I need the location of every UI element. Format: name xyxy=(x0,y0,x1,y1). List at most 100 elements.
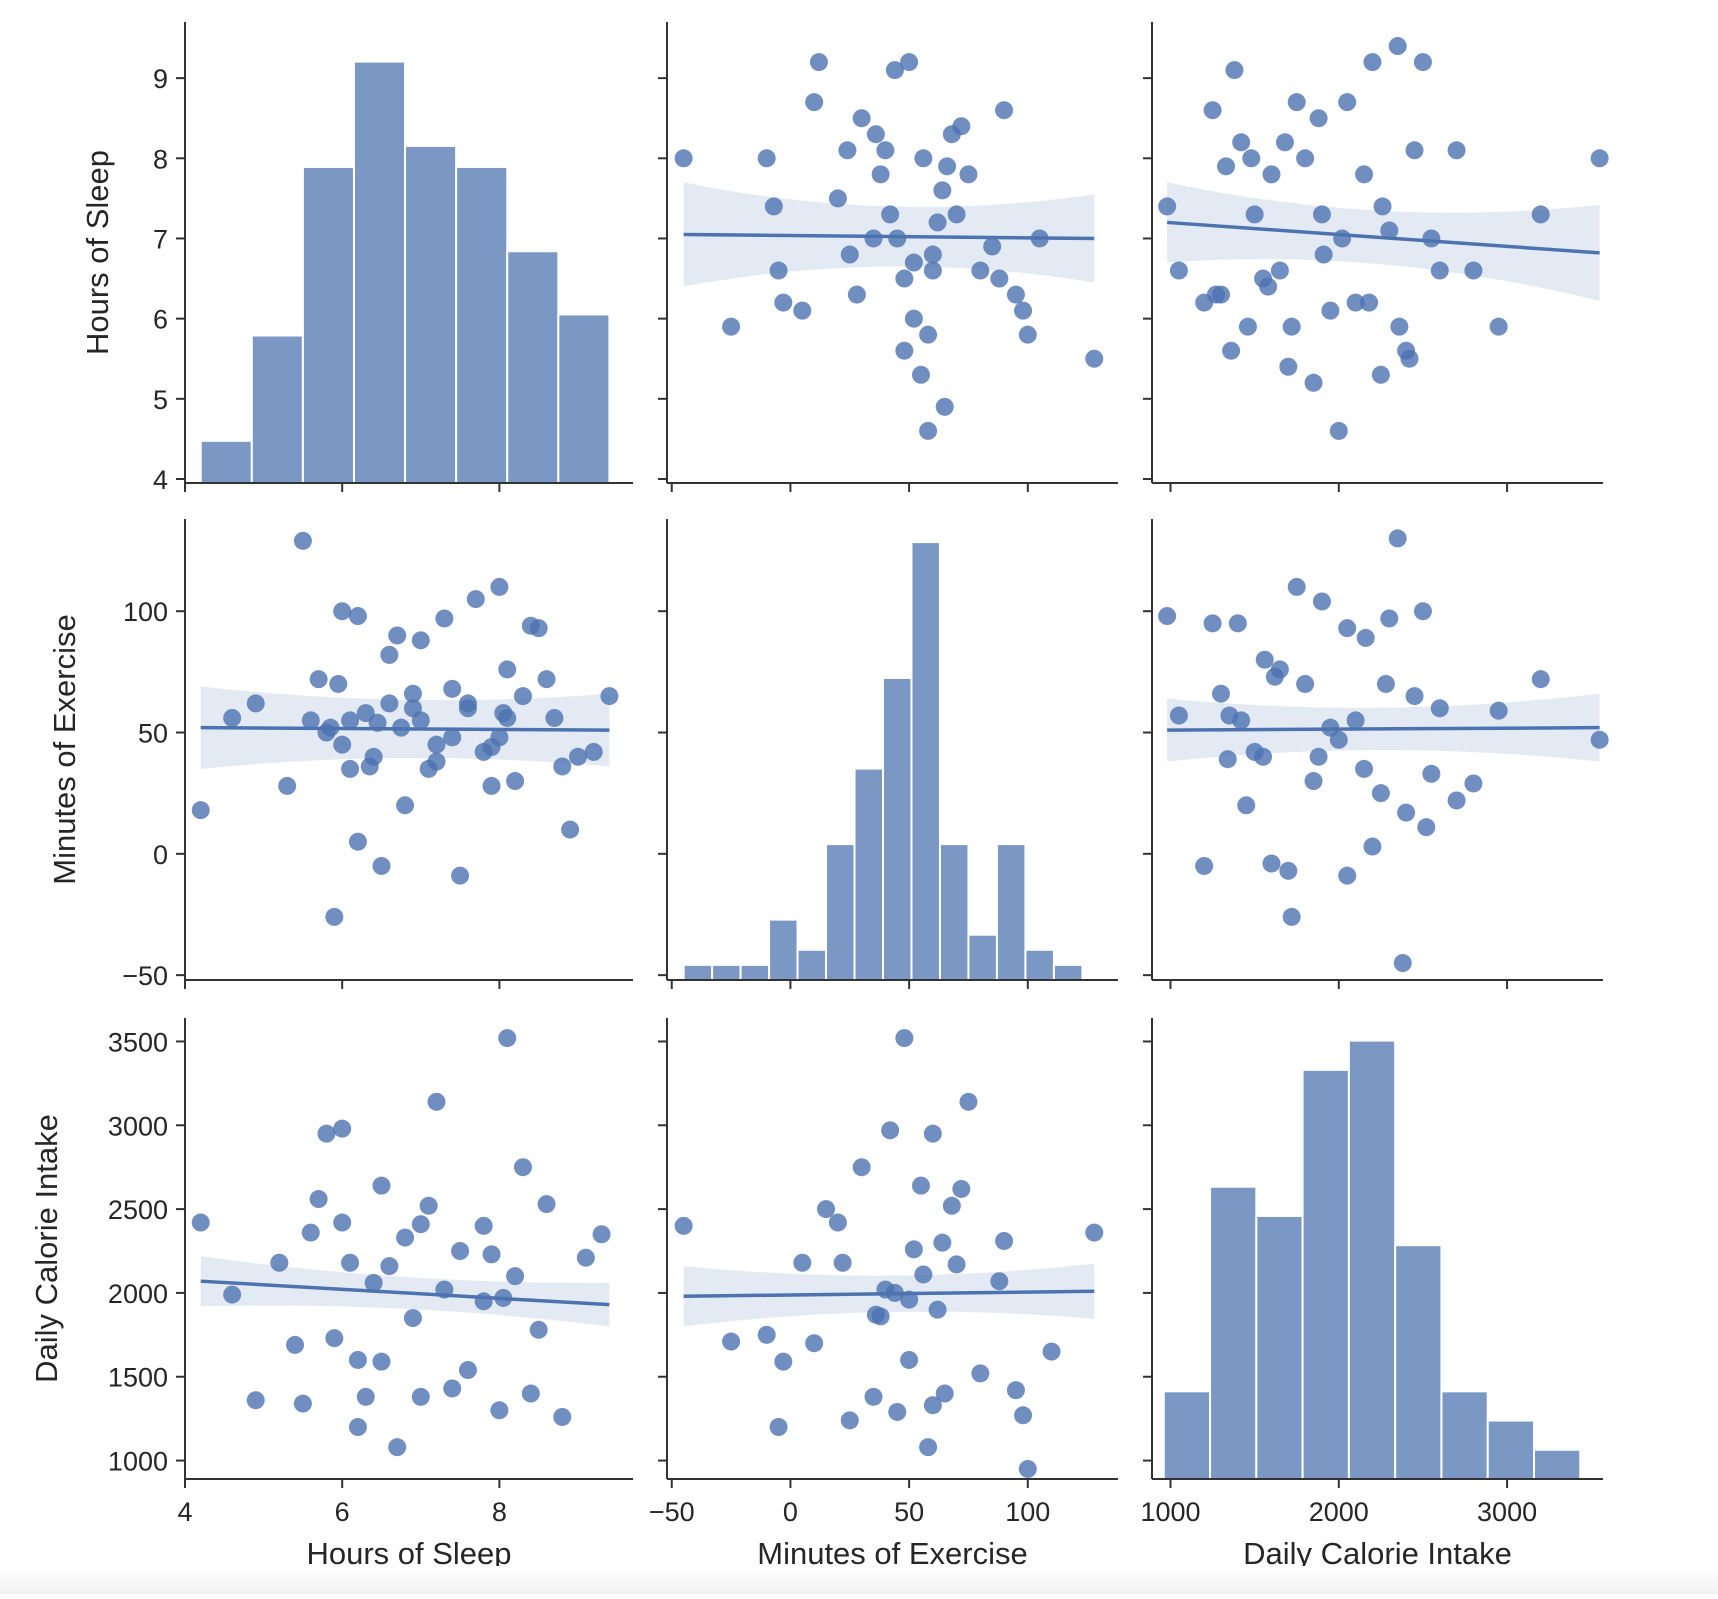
scatter-point xyxy=(805,93,824,112)
scatter-point xyxy=(809,53,828,72)
y-axis-label: Minutes of Exercise xyxy=(47,614,82,885)
panel-r0-c0: 4 5 6 7 8 9 xyxy=(153,22,633,495)
histogram-bar xyxy=(768,918,799,981)
scatter-point xyxy=(458,694,477,713)
histogram-bar xyxy=(404,144,458,484)
scatter-point xyxy=(990,1272,1009,1291)
y-tick-label: 9 xyxy=(153,64,168,94)
scatter-point xyxy=(482,738,501,757)
regression-line xyxy=(683,1289,1095,1299)
scatter-point xyxy=(1380,221,1399,240)
scatter-point xyxy=(938,157,957,176)
scatter-point xyxy=(490,577,509,596)
histogram-bar xyxy=(967,933,998,982)
panel-r2-c2: 1000 2000 3000 xyxy=(1140,1018,1603,1527)
scatter-point xyxy=(1314,245,1333,264)
scatter-point xyxy=(521,1384,540,1403)
scatter-point xyxy=(1422,229,1441,248)
scatter-point xyxy=(529,619,548,638)
scatter-point xyxy=(947,205,966,224)
scatter-point xyxy=(1338,619,1357,638)
scatter-point xyxy=(553,757,572,776)
scatter-point xyxy=(360,757,379,776)
scatter-point xyxy=(1376,674,1395,693)
scatter-point xyxy=(270,1253,289,1272)
scatter-point xyxy=(223,1285,242,1304)
scatter-point xyxy=(774,293,793,312)
scatter-point xyxy=(348,1350,367,1369)
scatter-point xyxy=(309,1190,328,1209)
scatter-point xyxy=(592,1225,611,1244)
y-tick-label: 1000 xyxy=(108,1447,168,1477)
scatter-point xyxy=(1282,317,1301,336)
scatter-point xyxy=(301,1223,320,1242)
scatter-point xyxy=(1371,365,1390,384)
regression-line xyxy=(1167,725,1600,732)
scatter-point xyxy=(1270,261,1289,280)
scatter-point xyxy=(900,53,919,72)
scatter-point xyxy=(935,1384,954,1403)
x-tick-label: 0 xyxy=(783,1497,798,1527)
scatter-point xyxy=(333,1119,352,1138)
y-tick-label: 50 xyxy=(138,719,168,749)
histogram-bar xyxy=(1301,1068,1350,1481)
scatter-point xyxy=(1329,730,1348,749)
scatter-point xyxy=(1042,1342,1061,1361)
scatter-point xyxy=(774,1352,793,1371)
scatter-point xyxy=(451,1242,470,1261)
y-tick-label: 1500 xyxy=(108,1363,168,1393)
x-tick-label: 8 xyxy=(492,1497,507,1527)
scatter-point xyxy=(1259,277,1278,296)
scatter-point xyxy=(427,735,446,754)
scatter-point xyxy=(757,149,776,168)
scatter-point xyxy=(1006,285,1025,304)
scatter-point xyxy=(388,626,407,645)
regression-line xyxy=(200,725,610,732)
scatter-point xyxy=(942,1196,961,1215)
scatter-point xyxy=(1242,149,1261,168)
y-tick-label: 7 xyxy=(153,224,168,254)
scatter-point xyxy=(1489,701,1508,720)
x-axis-label: Minutes of Exercise xyxy=(757,1536,1028,1571)
scatter-point xyxy=(1279,357,1298,376)
scatter-point xyxy=(983,237,1002,256)
scatter-point xyxy=(904,1240,923,1259)
histogram-bar xyxy=(910,541,941,981)
y-axis-label: Daily Calorie Intake xyxy=(29,1114,64,1383)
scatter-point xyxy=(396,796,415,815)
scatter-point xyxy=(895,269,914,288)
scatter-point xyxy=(411,711,430,730)
scatter-point xyxy=(866,1305,885,1324)
scatter-point xyxy=(1018,325,1037,344)
histogram-bar xyxy=(739,963,771,982)
scatter-point xyxy=(1422,764,1441,783)
scatter-point xyxy=(1287,93,1306,112)
scatter-point xyxy=(911,365,930,384)
scatter-point xyxy=(513,1158,532,1177)
histogram-bar xyxy=(796,948,828,981)
scatter-point xyxy=(928,1300,947,1319)
scatter-point xyxy=(866,125,885,144)
scatter-point xyxy=(341,1253,360,1272)
x-tick-label: 3000 xyxy=(1477,1497,1537,1527)
scatter-point xyxy=(919,325,938,344)
scatter-point xyxy=(1417,818,1436,837)
scatter-point xyxy=(895,1029,914,1048)
scatter-point xyxy=(852,109,871,128)
scatter-point xyxy=(828,189,847,208)
scatter-point xyxy=(1296,149,1315,168)
scatter-point xyxy=(301,711,320,730)
scatter-point xyxy=(474,1216,493,1235)
scatter-point xyxy=(482,1245,501,1264)
scatter-point xyxy=(793,301,812,320)
scatter-point xyxy=(1018,1459,1037,1478)
scatter-point xyxy=(1237,796,1256,815)
scatter-point xyxy=(1388,37,1407,56)
y-tick-label: 3000 xyxy=(108,1111,168,1141)
regression-line xyxy=(1167,220,1600,255)
scatter-point xyxy=(1312,205,1331,224)
scatter-point xyxy=(1430,699,1449,718)
scatter-point xyxy=(881,205,900,224)
scatter-point xyxy=(1338,93,1357,112)
scatter-point xyxy=(427,752,446,771)
